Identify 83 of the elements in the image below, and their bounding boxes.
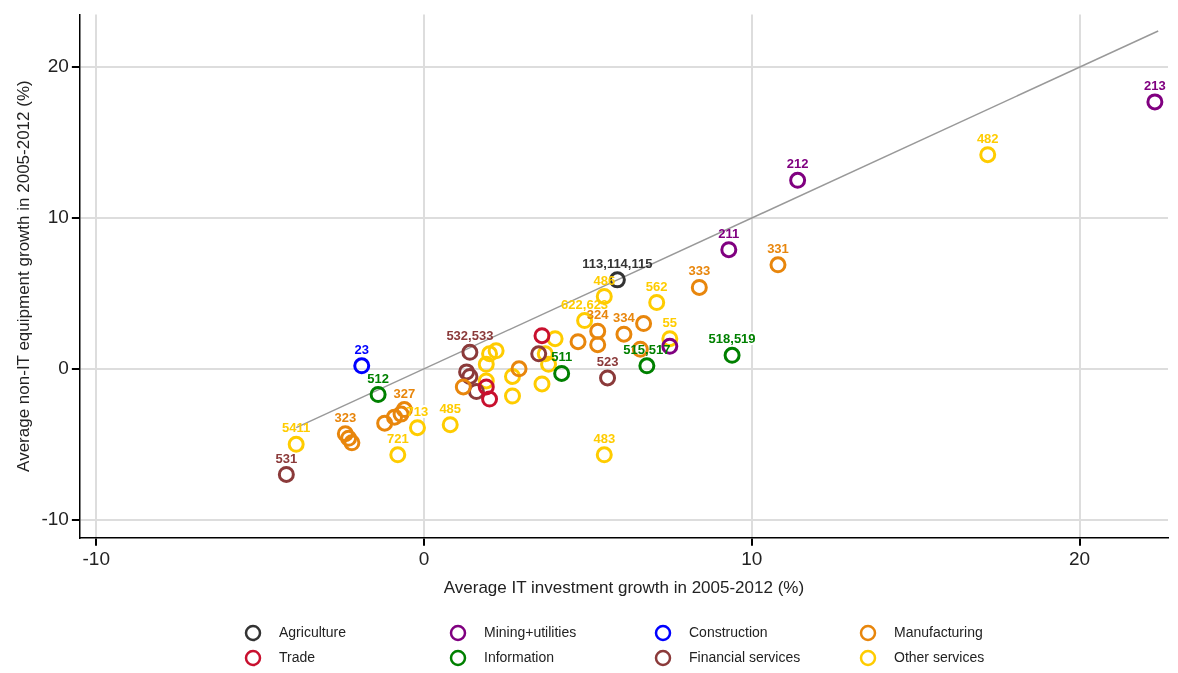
point <box>599 369 617 387</box>
point <box>979 146 997 164</box>
legend-label: Financial services <box>689 648 801 665</box>
point <box>589 336 607 354</box>
x-tick-label: 0 <box>418 548 430 570</box>
annotation: 485 <box>439 400 462 416</box>
point <box>533 375 551 393</box>
legend-label: Other services <box>894 648 985 665</box>
point <box>1146 93 1164 111</box>
point <box>389 446 407 464</box>
legend-label: Manufacturing <box>894 623 983 640</box>
point <box>487 342 505 360</box>
annotation: 483 <box>593 430 616 446</box>
y-axis-title: Average non-IT equipment growth in 2005-2012 (%) <box>13 80 33 472</box>
y-tick-label: 20 <box>47 55 69 77</box>
annotation: 334 <box>613 310 636 326</box>
point <box>723 346 741 364</box>
point <box>287 435 305 453</box>
point <box>477 378 495 396</box>
annotation: 213 <box>1144 77 1166 93</box>
point <box>343 434 361 452</box>
point <box>376 414 394 432</box>
point <box>369 386 387 404</box>
point <box>336 425 354 443</box>
point <box>638 357 656 375</box>
annotation: 482 <box>976 130 999 146</box>
point <box>789 171 807 189</box>
annotation: 327 <box>393 385 416 401</box>
legend-label: Mining+utilities <box>484 623 577 640</box>
point <box>408 419 426 437</box>
y-tick-label: 10 <box>47 206 69 228</box>
annotation: 531 <box>275 450 298 466</box>
point <box>461 343 479 361</box>
legend-label: Construction <box>689 623 768 640</box>
point <box>615 325 633 343</box>
legend-label: Agriculture <box>279 623 347 640</box>
point <box>635 315 653 333</box>
point <box>569 333 587 351</box>
point <box>720 241 738 259</box>
point <box>589 322 607 340</box>
annotation: 113,114,115 <box>582 255 653 271</box>
annotation: 532,533 <box>446 328 494 344</box>
annotation: 512 <box>367 370 389 386</box>
x-tick-label: 10 <box>741 548 763 570</box>
point <box>769 256 787 274</box>
point <box>553 364 571 382</box>
point <box>454 378 472 396</box>
point <box>595 446 613 464</box>
legend-label: Information <box>484 648 555 665</box>
annotation: 5411 <box>282 420 311 436</box>
point <box>458 363 476 381</box>
annotation: 333 <box>688 263 711 279</box>
annotation: 323 <box>334 409 357 425</box>
annotation: 23 <box>354 341 369 357</box>
y-tick-label: 0 <box>58 357 69 379</box>
y-tick-label: -10 <box>41 507 69 529</box>
point <box>504 387 521 405</box>
annotation: 55 <box>662 314 678 330</box>
annotation: 211 <box>718 225 740 241</box>
annotation: 212 <box>786 156 809 172</box>
x-tick-label: -10 <box>82 548 110 570</box>
point <box>386 408 403 426</box>
point <box>648 294 666 311</box>
annotation: 518,519 <box>708 331 756 347</box>
x-tick-label: 20 <box>1068 548 1091 570</box>
legend-label: Trade <box>279 648 316 665</box>
point <box>353 357 371 375</box>
point <box>530 345 548 363</box>
point <box>481 345 499 363</box>
point <box>533 327 551 345</box>
point <box>441 416 459 434</box>
point <box>277 465 295 483</box>
annotation: 523 <box>596 353 619 369</box>
annotation: 622,623 <box>561 296 609 312</box>
annotation: 331 <box>767 240 789 256</box>
point <box>690 278 708 296</box>
annotation: 562 <box>645 278 668 294</box>
point <box>481 390 499 408</box>
point <box>510 360 528 378</box>
point <box>340 429 358 447</box>
x-axis-title: Average IT investment growth in 2005-2012 (%) <box>443 578 805 598</box>
point <box>477 355 495 373</box>
annotation: 721 <box>386 430 409 446</box>
